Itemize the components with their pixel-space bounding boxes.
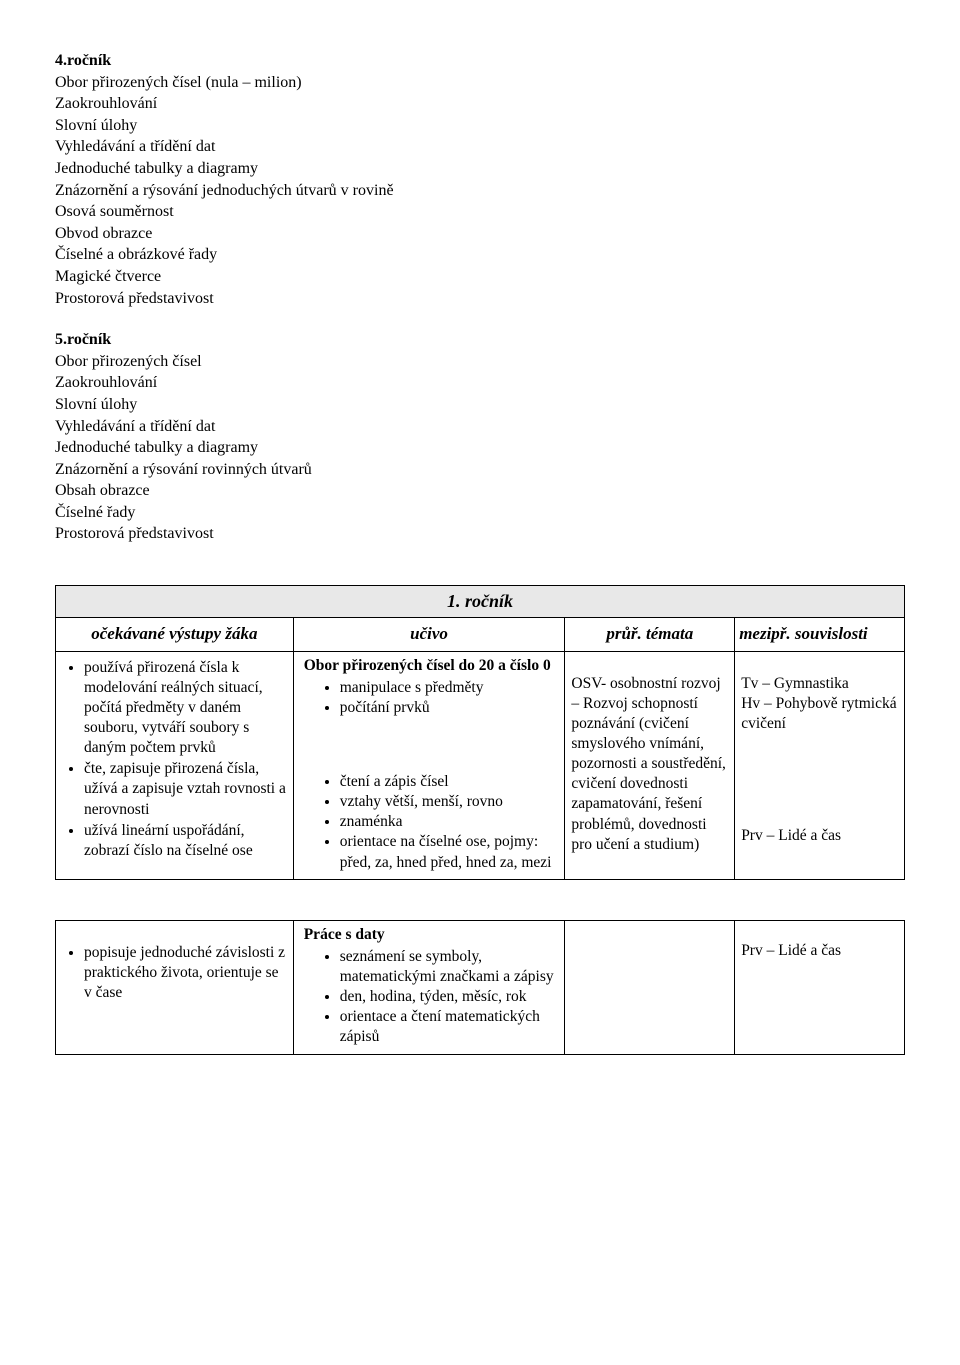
section-item: Slovní úlohy (55, 115, 905, 137)
list-item: vztahy větší, menší, rovno (340, 792, 559, 812)
cell-relations: Tv – Gymnastika Hv – Pohybově rytmická c… (735, 651, 905, 879)
section-item: Magické čtverce (55, 266, 905, 288)
col-header-outcomes: očekávané výstupy žáka (56, 618, 294, 651)
content-heading: Obor přirozených čísel do 20 a číslo 0 (304, 656, 559, 676)
cell-outcomes: popisuje jednoduché závislosti z praktic… (56, 920, 294, 1054)
cell-cross-topics (565, 920, 735, 1054)
section-item: Jednoduché tabulky a diagramy (55, 437, 905, 459)
curriculum-section-4: 4.ročník Obor přirozených čísel (nula – … (55, 50, 905, 309)
section-title: 4.ročník (55, 50, 905, 72)
section-item: Obvod obrazce (55, 223, 905, 245)
relation-text: Prv – Lidé a čas (741, 941, 898, 961)
cell-outcomes: používá přirozená čísla k modelování reá… (56, 651, 294, 879)
grade-header-row: 1. ročník (56, 586, 905, 618)
col-header-cross: průř. témata (565, 618, 735, 651)
section-item: Číselné řady (55, 502, 905, 524)
section-item: Číselné a obrázkové řady (55, 244, 905, 266)
section-item: Jednoduché tabulky a diagramy (55, 158, 905, 180)
list-item: čte, zapisuje přirozená čísla, užívá a z… (84, 759, 287, 819)
cell-relations: Prv – Lidé a čas (735, 920, 905, 1054)
section-item: Obor přirozených čísel (nula – milion) (55, 72, 905, 94)
relation-text: Prv – Lidé a čas (741, 826, 898, 846)
cell-content: Obor přirozených čísel do 20 a číslo 0 m… (293, 651, 565, 879)
section-item: Vyhledávání a třídění dat (55, 136, 905, 158)
column-header-row: očekávané výstupy žáka učivo průř. témat… (56, 618, 905, 651)
section-item: Obsah obrazce (55, 480, 905, 502)
curriculum-section-5: 5.ročník Obor přirozených čísel Zaokrouh… (55, 329, 905, 545)
list-item: manipulace s předměty (340, 678, 559, 698)
col-header-content: učivo (293, 618, 565, 651)
section-item: Osová souměrnost (55, 201, 905, 223)
section-item: Slovní úlohy (55, 394, 905, 416)
section-item: Zaokrouhlování (55, 372, 905, 394)
table-row: používá přirozená čísla k modelování reá… (56, 651, 905, 879)
list-item: čtení a zápis čísel (340, 772, 559, 792)
list-item: orientace na číselné ose, pojmy: před, z… (340, 832, 559, 872)
list-item: počítání prvků (340, 698, 559, 718)
table-row: popisuje jednoduché závislosti z praktic… (56, 920, 905, 1054)
curriculum-table-grade-1b: popisuje jednoduché závislosti z praktic… (55, 920, 905, 1055)
list-item: den, hodina, týden, měsíc, rok (340, 987, 559, 1007)
list-item: orientace a čtení matematických zápisů (340, 1007, 559, 1047)
relation-text: Hv – Pohybově rytmická cvičení (741, 694, 898, 734)
list-item: používá přirozená čísla k modelování reá… (84, 658, 287, 759)
cross-topic-text: OSV- osobnostní rozvoj – Rozvoj schopnos… (571, 674, 728, 855)
section-item: Znázornění a rýsování jednoduchých útvar… (55, 180, 905, 202)
content-heading: Práce s daty (304, 925, 559, 945)
list-item: užívá lineární uspořádání, zobrazí číslo… (84, 821, 287, 861)
section-item: Zaokrouhlování (55, 93, 905, 115)
section-item: Obor přirozených čísel (55, 351, 905, 373)
list-item: znaménka (340, 812, 559, 832)
section-item: Prostorová představivost (55, 523, 905, 545)
section-item: Vyhledávání a třídění dat (55, 416, 905, 438)
section-item: Prostorová představivost (55, 288, 905, 310)
col-header-relations: mezipř. souvislosti (735, 618, 905, 651)
relation-text: Tv – Gymnastika (741, 674, 898, 694)
list-item: seznámení se symboly, matematickými znač… (340, 947, 559, 987)
list-item: popisuje jednoduché závislosti z praktic… (84, 943, 287, 1003)
section-item: Znázornění a rýsování rovinných útvarů (55, 459, 905, 481)
curriculum-table-grade-1: 1. ročník očekávané výstupy žáka učivo p… (55, 585, 905, 880)
cell-content: Práce s daty seznámení se symboly, matem… (293, 920, 565, 1054)
cell-cross-topics: OSV- osobnostní rozvoj – Rozvoj schopnos… (565, 651, 735, 879)
grade-label: 1. ročník (56, 586, 905, 618)
section-title: 5.ročník (55, 329, 905, 351)
